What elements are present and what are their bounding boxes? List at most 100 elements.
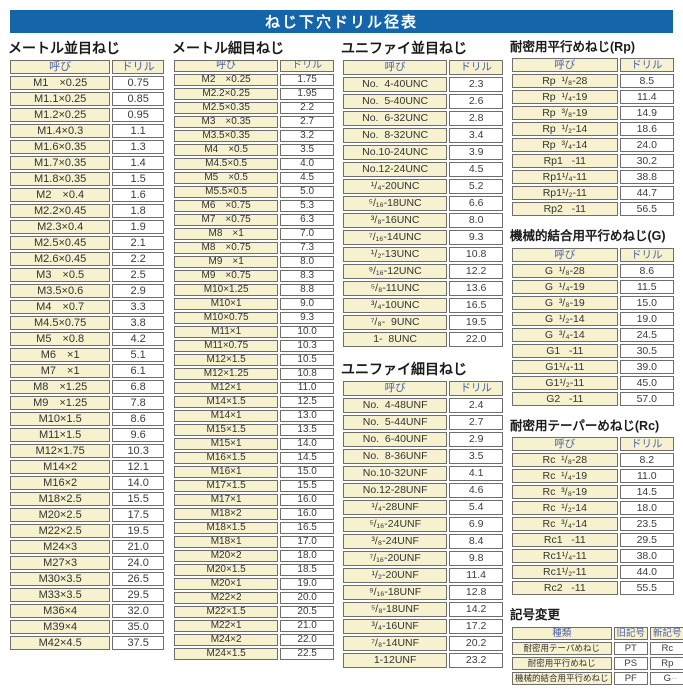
table-row: M11×1.5 9.6 — [10, 428, 164, 443]
table-row: 耐密用平行めねじ PS Rp — [512, 656, 683, 670]
thread-name-cell: M6 ×0.75 — [174, 200, 279, 213]
thread-name-cell: M18×1.5 — [174, 522, 279, 535]
drill-value-cell: 30.5 — [619, 343, 674, 358]
pipe-thread-section: 耐密用平行めねじ(Rp) 呼び ドリル Rp ¹/₈-28 8.5 Rp ¹/₄-1… — [510, 40, 683, 698]
table-row: ⁵/₈-11UNC 13.6 — [343, 281, 503, 297]
drill-value-cell: 3.2 — [280, 130, 334, 143]
drill-value-cell: 8.8 — [280, 284, 334, 297]
table-row: G ¹/₈-28 8.6 — [512, 263, 674, 278]
table-row: M8 ×1.25 6.8 — [10, 380, 164, 395]
thread-name-cell: M24×1.5 — [174, 648, 279, 661]
drill-value-cell: 12.8 — [449, 585, 503, 601]
thread-name-cell: M8 ×0.75 — [174, 242, 279, 255]
table-row: M2.3×0.4 1.9 — [10, 220, 164, 235]
thread-name-cell: M14×1 — [174, 410, 279, 423]
thread-name-cell: Rp1 -11 — [512, 154, 618, 169]
table-row: M2 ×0.4 1.6 — [10, 188, 164, 203]
table-row: Rp1 -11 30.2 — [512, 154, 674, 169]
table-row: 1-12UNF 23.2 — [343, 653, 503, 669]
table-row: Rc1 -11 29.5 — [512, 533, 674, 548]
thread-name-cell: M12×1 — [174, 382, 279, 395]
drill-value-cell: 1.3 — [112, 140, 164, 155]
drill-value-cell: 4.6 — [449, 483, 503, 499]
drill-value-cell: 9.6 — [112, 428, 164, 443]
drill-value-cell: 3.5 — [449, 449, 503, 465]
thread-name-cell: M36×4 — [10, 604, 111, 619]
drill-value-cell: Rp — [650, 656, 683, 670]
column-header-name: 呼び — [343, 60, 448, 76]
thread-name-cell: Rc1 -11 — [512, 533, 618, 548]
rp-title: 耐密用平行めねじ(Rp) — [510, 40, 635, 54]
table-row: Rc ³/₄-14 23.5 — [512, 517, 674, 532]
drill-value-cell: 17.2 — [449, 619, 503, 635]
drill-value-cell: 30.2 — [619, 154, 674, 169]
thread-name-cell: M2.2×0.45 — [10, 204, 111, 219]
thread-name-cell: M27×3 — [10, 556, 111, 571]
table-row: ¹/₄-20UNC 5.2 — [343, 179, 503, 195]
drill-value-cell: 9.3 — [449, 230, 503, 246]
thread-name-cell: M2 ×0.4 — [10, 188, 111, 203]
drill-value-cell: 4.1 — [449, 466, 503, 482]
thread-name-cell: M10×1.5 — [10, 412, 111, 427]
column-header-name: 呼び — [512, 437, 618, 452]
drill-value-cell: PF — [613, 671, 649, 685]
thread-name-cell: No.12-28UNF — [343, 483, 448, 499]
table-row: M14×2 12.1 — [10, 460, 164, 475]
table-row: No.12-24UNC 4.5 — [343, 162, 503, 178]
column-header-name: 呼び — [10, 60, 111, 75]
metric-fine-section: メートル細目ねじ 呼び ドリル M2 ×0.25 1.75 M2.2×0.25 1.9… — [172, 40, 336, 663]
drill-value-cell: 10.8 — [280, 368, 334, 381]
table-row: M10×1 9.0 — [174, 298, 334, 311]
table-row: M2.5×0.35 2.2 — [174, 102, 334, 115]
drill-value-cell: 39.0 — [619, 359, 674, 374]
drill-value-cell: 11.0 — [619, 469, 674, 484]
drill-value-cell: 0.95 — [112, 108, 164, 123]
thread-name-cell: M2.2×0.25 — [174, 88, 279, 101]
table-row: M15×1 14.0 — [174, 438, 334, 451]
drill-value-cell: 26.5 — [112, 572, 164, 587]
drill-value-cell: 18.0 — [619, 501, 674, 516]
drill-value-cell: 7.8 — [112, 396, 164, 411]
table-row: M8 ×0.75 7.3 — [174, 242, 334, 255]
table-row: ³/₄-16UNF 17.2 — [343, 619, 503, 635]
drill-value-cell: 8.0 — [449, 213, 503, 229]
metric-coarse-table: 呼び ドリル M1 ×0.25 0.75 M1.1×0.25 0.85 M1.2×0.2… — [8, 58, 166, 653]
thread-name-cell: Rp2 -11 — [512, 202, 618, 217]
drill-value-cell: 2.5 — [112, 268, 164, 283]
table-row: M10×0.75 9.3 — [174, 312, 334, 325]
table-row: No.10-24UNC 3.9 — [343, 145, 503, 161]
rc-title: 耐密用テーパーめねじ(Rc) — [510, 418, 660, 433]
thread-name-cell: ⁹/₁₆-18UNF — [343, 585, 448, 601]
thread-name-cell: M1.1×0.25 — [10, 92, 111, 107]
drill-value-cell: 8.0 — [280, 256, 334, 269]
drill-value-cell: PT — [613, 641, 649, 655]
drill-value-cell: 14.5 — [280, 452, 334, 465]
drill-value-cell: 9.8 — [449, 551, 503, 567]
drill-value-cell: 32.0 — [112, 604, 164, 619]
table-row: M18×1 17.0 — [174, 536, 334, 549]
drill-value-cell: 8.6 — [619, 263, 674, 278]
drill-value-cell: 13.0 — [280, 410, 334, 423]
thread-name-cell: M1.6×0.35 — [10, 140, 111, 155]
table-row: Rp ³/₄-14 24.0 — [512, 138, 674, 153]
thread-name-cell: M24×3 — [10, 540, 111, 555]
table-row: M20×1 19.0 — [174, 578, 334, 591]
thread-name-cell: ¹/₄-28UNF — [343, 500, 448, 516]
table-row: M12×1.5 10.5 — [174, 354, 334, 367]
table-row: M14×1 13.0 — [174, 410, 334, 423]
thread-name-cell: M30×3.5 — [10, 572, 111, 587]
metric-fine-table: 呼び ドリル M2 ×0.25 1.75 M2.2×0.25 1.95 M2.5×0.3… — [172, 58, 336, 663]
thread-name-cell: G ¹/₂-14 — [512, 311, 618, 326]
table-row: ⁵/₁₆-24UNF 6.9 — [343, 517, 503, 533]
table-row: M16×1.5 14.5 — [174, 452, 334, 465]
table-row: ⁵/₈-18UNF 14.2 — [343, 602, 503, 618]
rc-table: 呼び ドリル Rc ¹/₈-28 8.2 Rc ¹/₄-19 11.0 Rc ³/₈-1… — [510, 435, 676, 598]
rp-table: 呼び ドリル Rp ¹/₈-28 8.5 Rp ¹/₄-19 11.4 Rp ³/₈-1… — [510, 56, 676, 219]
drill-value-cell: 56.5 — [619, 202, 674, 217]
drill-value-cell: 3.5 — [280, 144, 334, 157]
drill-value-cell: 19.5 — [112, 524, 164, 539]
thread-name-cell: M14×2 — [10, 460, 111, 475]
thread-name-cell: M18×1 — [174, 536, 279, 549]
page-title-text: ねじ下穴ドリル径表 — [264, 14, 418, 31]
thread-name-cell: G1¹/₂-11 — [512, 375, 618, 390]
